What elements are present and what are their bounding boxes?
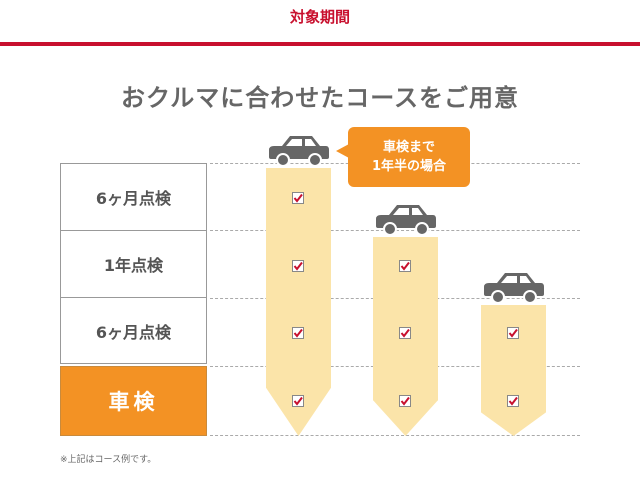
checkbox-checked-icon — [399, 260, 411, 272]
car-icon — [483, 270, 545, 304]
checkbox-checked-icon — [399, 327, 411, 339]
callout-tail — [336, 144, 349, 158]
row-label-1year: 1年点検 — [60, 230, 207, 297]
checkbox-checked-icon — [292, 327, 304, 339]
divider — [0, 42, 640, 46]
page-title: おクルマに合わせたコースをご用意 — [120, 84, 520, 112]
row-label-shaken: 車検 — [60, 366, 207, 436]
course-bar — [266, 168, 331, 436]
car-icon — [268, 133, 330, 167]
checkbox-checked-icon — [507, 395, 519, 407]
callout-line1: 車検まで — [382, 140, 435, 155]
car-icon — [375, 202, 437, 236]
checkbox-checked-icon — [399, 395, 411, 407]
footnote: ※上記はコース例です。 — [60, 455, 157, 465]
callout-bubble: 車検まで 1年半の場合 — [348, 127, 470, 187]
row-label-6month: 6ヶ月点検 — [60, 163, 207, 230]
checkbox-checked-icon — [507, 327, 519, 339]
checkbox-checked-icon — [292, 192, 304, 204]
row-label-6month-2: 6ヶ月点検 — [60, 297, 207, 364]
callout-line2: 1年半の場合 — [371, 159, 447, 174]
dashed-divider — [210, 435, 580, 436]
section-title: 対象期間 — [289, 8, 350, 26]
checkbox-checked-icon — [292, 260, 304, 272]
course-bar — [481, 305, 546, 436]
checkbox-checked-icon — [292, 395, 304, 407]
